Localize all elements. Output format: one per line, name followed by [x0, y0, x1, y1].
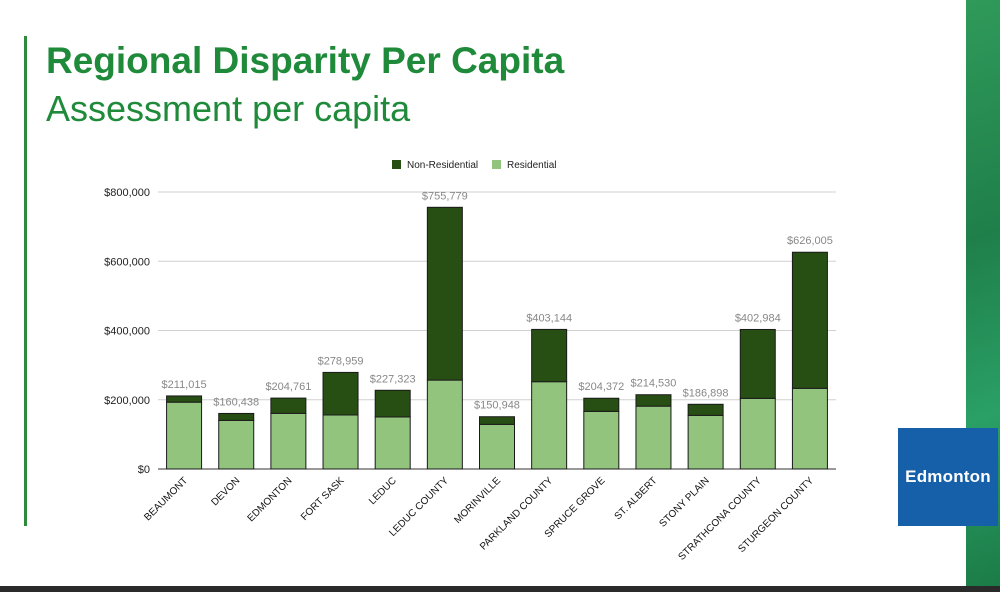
bar-non-residential — [374, 389, 411, 418]
bar-residential — [687, 414, 724, 470]
legend-swatch — [492, 160, 501, 169]
bar-total-label: $160,438 — [213, 396, 259, 408]
bar-residential — [791, 387, 828, 470]
x-category-label: FORT SASK — [299, 475, 347, 523]
bar-total-label: $204,761 — [265, 381, 311, 393]
bar-total-label: $755,779 — [422, 190, 468, 202]
bar-residential — [322, 414, 359, 470]
bar-total-label: $403,144 — [526, 312, 572, 324]
x-category-label: DEVON — [209, 475, 242, 508]
logo-text: Edmonton — [905, 467, 991, 486]
edmonton-logo: Edmonton — [898, 428, 998, 526]
bar-total-label: $626,005 — [787, 235, 833, 247]
y-tick-label: $800,000 — [104, 187, 150, 199]
x-category-label: STONY PLAIN — [657, 475, 711, 529]
bar-non-residential — [583, 397, 620, 412]
x-category-label: BEAUMONT — [142, 475, 190, 523]
legend-swatch — [392, 160, 401, 169]
bar-total-label: $278,959 — [318, 355, 364, 367]
y-tick-label: $600,000 — [104, 256, 150, 268]
bar-residential — [479, 423, 515, 470]
bar-residential — [426, 379, 463, 470]
x-category-label: ST. ALBERT — [613, 475, 660, 522]
y-tick-label: $400,000 — [104, 326, 150, 338]
bar-non-residential — [531, 328, 568, 383]
bar-non-residential — [426, 206, 463, 381]
accent-rule — [24, 36, 27, 526]
bar-non-residential — [166, 395, 203, 403]
legend-label: Non-Residential — [407, 160, 478, 171]
bar-non-residential — [270, 397, 307, 414]
bar-residential — [166, 401, 203, 470]
bar-non-residential — [218, 412, 255, 421]
x-category-label: LEDUC — [367, 475, 399, 507]
bar-non-residential — [322, 371, 359, 416]
bar-non-residential — [791, 251, 828, 389]
bar-residential — [270, 412, 307, 470]
slide-title: Regional Disparity Per Capita — [46, 40, 565, 81]
bar-non-residential — [739, 328, 776, 399]
x-category-label: EDMONTON — [246, 475, 295, 524]
bottom-bar — [0, 586, 1000, 592]
bar-total-label: $186,898 — [683, 387, 729, 399]
bar-residential — [583, 410, 620, 470]
bar-total-label: $211,015 — [162, 379, 207, 391]
bar-non-residential — [687, 403, 724, 416]
bar-residential — [635, 405, 672, 470]
bar-residential — [739, 397, 776, 470]
x-category-label: MORINVILLE — [453, 475, 504, 526]
y-tick-label: $0 — [138, 464, 150, 476]
bar-residential — [218, 419, 255, 470]
y-tick-label: $200,000 — [104, 395, 150, 407]
bar-total-label: $227,323 — [370, 373, 416, 385]
bar-total-label: $402,984 — [735, 312, 781, 324]
bar-residential — [374, 416, 411, 470]
x-category-label: STRATHCONA COUNTY — [676, 475, 764, 563]
bar-total-label: $204,372 — [578, 381, 624, 393]
bar-non-residential — [479, 416, 515, 425]
slide-subtitle: Assessment per capita — [46, 88, 411, 129]
bar-total-label: $214,530 — [631, 378, 677, 390]
bar-total-label: $150,948 — [474, 400, 520, 412]
bar-residential — [531, 381, 568, 470]
legend-label: Residential — [507, 160, 556, 171]
bar-non-residential — [635, 394, 672, 407]
